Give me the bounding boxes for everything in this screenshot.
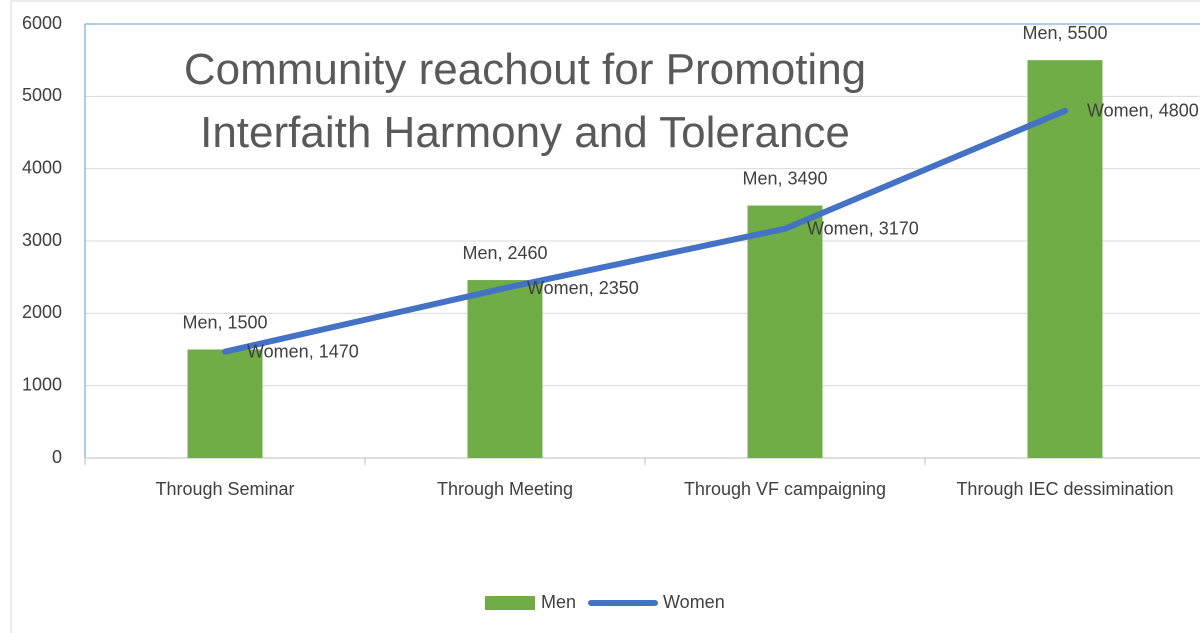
data-label: Women, 3170 xyxy=(807,218,919,238)
chart-title: Community reachout for Promoting Interfa… xyxy=(183,45,867,157)
x-tick-label: Through Meeting xyxy=(437,479,573,499)
legend-swatch xyxy=(485,596,535,610)
line xyxy=(222,107,1068,355)
x-tick-label: Through VF campaigning xyxy=(684,479,886,499)
bar xyxy=(747,205,823,458)
data-label: Women, 2350 xyxy=(527,278,639,298)
bar xyxy=(1027,60,1103,459)
data-label: Women, 4800 xyxy=(1087,101,1199,121)
y-tick-label: 2000 xyxy=(22,302,62,322)
legend-label: Women xyxy=(663,592,725,612)
x-tick-label: Through IEC dessimination xyxy=(956,479,1173,499)
data-label: Women, 1470 xyxy=(247,341,359,361)
y-tick-label: 0 xyxy=(52,447,62,467)
bar xyxy=(187,349,263,458)
data-label: Men, 5500 xyxy=(1022,23,1107,43)
y-tick-label: 3000 xyxy=(22,230,62,250)
data-label: Men, 2460 xyxy=(462,243,547,263)
data-label: Men, 3490 xyxy=(742,168,827,188)
y-tick-label: 4000 xyxy=(22,157,62,177)
chart-border xyxy=(10,0,1200,633)
y-tick-label: 5000 xyxy=(22,85,62,105)
bar xyxy=(467,280,543,458)
legend-label: Men xyxy=(541,592,576,612)
data-label: Men, 1500 xyxy=(182,312,267,332)
y-tick-label: 6000 xyxy=(22,13,62,33)
y-tick-label: 1000 xyxy=(22,374,62,394)
x-tick-label: Through Seminar xyxy=(155,479,294,499)
